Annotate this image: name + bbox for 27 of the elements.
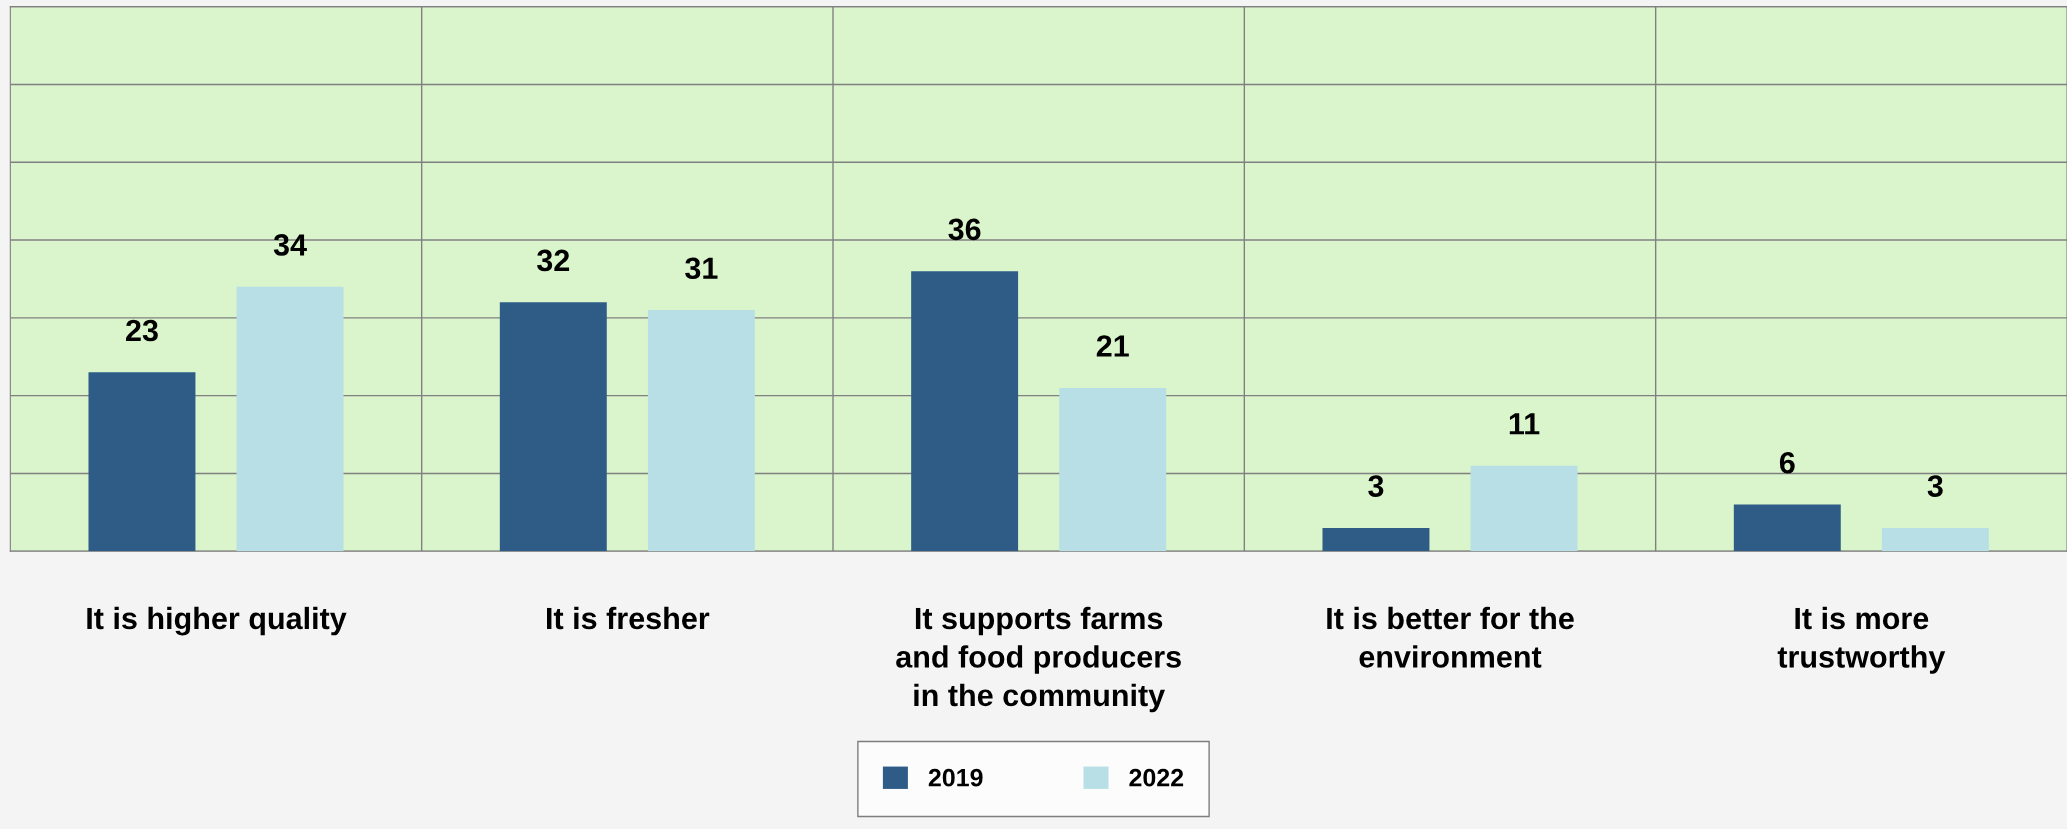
data-label: 23 <box>126 319 158 342</box>
data-label: 21 <box>1096 335 1129 357</box>
bar <box>1881 527 1989 552</box>
legend-label: 2022 <box>1129 768 1184 787</box>
data-label: 3 <box>1368 475 1384 497</box>
data-label: 6 <box>1779 451 1795 474</box>
x-tick-label: It is fresher <box>547 606 710 630</box>
data-label: 36 <box>948 218 981 241</box>
data-label: 32 <box>537 249 570 272</box>
bar <box>1733 504 1841 552</box>
bar <box>499 302 607 552</box>
bar <box>1322 527 1430 552</box>
bar <box>236 286 344 552</box>
x-tick-label: It is higher quality <box>87 606 347 636</box>
x-tick-label: It supports farms and food producers in the community <box>896 606 1181 713</box>
bar <box>1059 387 1167 552</box>
data-label: 34 <box>273 234 307 256</box>
bar <box>647 310 755 552</box>
data-label: 11 <box>1509 413 1540 435</box>
x-tick-label: It is more trustworthy <box>1777 606 1946 674</box>
bar <box>88 372 196 552</box>
data-label: 31 <box>685 257 718 280</box>
data-label: 3 <box>1927 475 1943 497</box>
bar <box>911 271 1019 552</box>
x-tick-label: It is better for the environment <box>1327 606 1574 668</box>
bar <box>1470 465 1578 552</box>
legend-label: 2019 <box>928 768 983 787</box>
